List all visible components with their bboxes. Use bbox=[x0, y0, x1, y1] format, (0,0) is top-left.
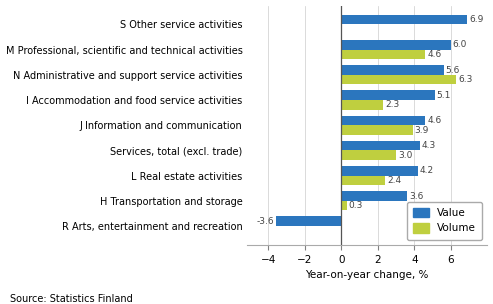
Bar bbox=[342, 176, 385, 185]
Bar bbox=[342, 15, 467, 24]
Text: 4.6: 4.6 bbox=[427, 116, 442, 125]
Bar bbox=[342, 40, 451, 50]
Text: 4.3: 4.3 bbox=[422, 141, 436, 150]
Bar bbox=[342, 150, 396, 160]
Bar bbox=[276, 216, 342, 226]
Text: 3.9: 3.9 bbox=[415, 126, 429, 135]
Bar bbox=[342, 50, 425, 59]
Text: 2.4: 2.4 bbox=[387, 176, 401, 185]
Text: 3.6: 3.6 bbox=[409, 192, 423, 201]
Bar bbox=[342, 141, 420, 150]
Bar bbox=[342, 125, 413, 135]
Bar bbox=[342, 75, 457, 85]
Text: 5.1: 5.1 bbox=[436, 91, 451, 100]
Bar bbox=[342, 191, 407, 201]
Text: 6.9: 6.9 bbox=[469, 15, 484, 24]
Text: 4.2: 4.2 bbox=[420, 166, 434, 175]
Bar bbox=[342, 166, 418, 176]
Bar bbox=[342, 116, 425, 125]
Bar bbox=[342, 91, 434, 100]
Text: 3.0: 3.0 bbox=[398, 151, 413, 160]
Bar bbox=[342, 65, 444, 75]
Text: Source: Statistics Finland: Source: Statistics Finland bbox=[10, 294, 133, 304]
Bar bbox=[342, 201, 347, 210]
Text: 2.3: 2.3 bbox=[385, 100, 399, 109]
Bar bbox=[342, 100, 384, 110]
Text: -3.6: -3.6 bbox=[256, 217, 274, 226]
X-axis label: Year-on-year change, %: Year-on-year change, % bbox=[305, 270, 429, 280]
Text: 6.3: 6.3 bbox=[458, 75, 473, 84]
Text: 5.6: 5.6 bbox=[446, 66, 460, 74]
Legend: Value, Volume: Value, Volume bbox=[407, 202, 482, 240]
Text: 4.6: 4.6 bbox=[427, 50, 442, 59]
Text: 6.0: 6.0 bbox=[453, 40, 467, 49]
Text: 0.3: 0.3 bbox=[349, 201, 363, 210]
